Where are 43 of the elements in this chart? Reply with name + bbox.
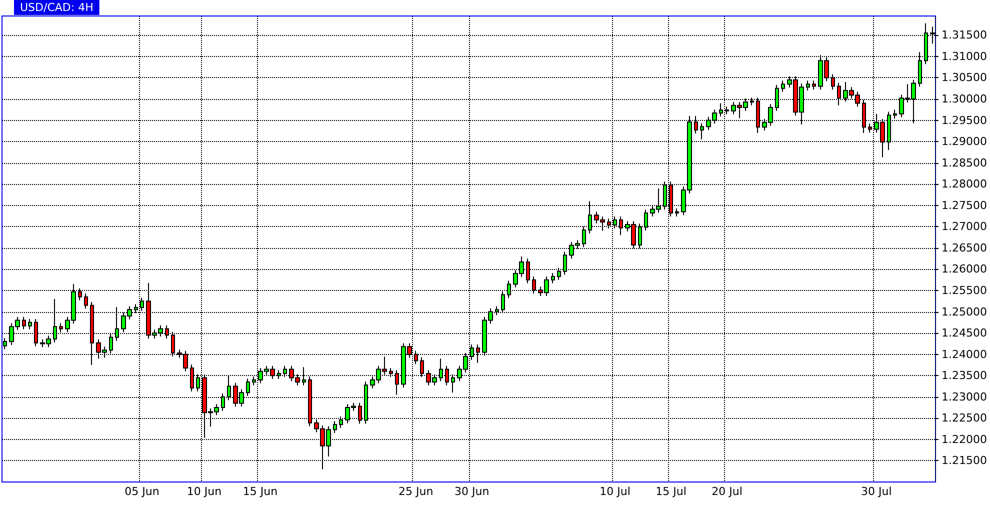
y-tick-label: 1.23500 xyxy=(942,369,988,382)
y-tick-label: 1.25000 xyxy=(942,305,988,318)
candlestick xyxy=(333,420,337,434)
x-tick-label: 30 Jul xyxy=(861,485,892,498)
candlestick xyxy=(28,318,32,330)
candlestick xyxy=(3,338,7,350)
candlestick xyxy=(84,292,88,310)
y-tick-label: 1.23000 xyxy=(942,390,988,404)
y-tick-label: 1.31000 xyxy=(942,50,988,63)
x-tick-label: 25 Jun xyxy=(398,485,434,498)
chart-title: USD/CAD: 4H xyxy=(20,1,94,14)
y-tick-label: 1.21500 xyxy=(942,454,988,468)
y-tick-label: 1.26500 xyxy=(942,241,988,254)
y-tick-label: 1.29000 xyxy=(942,135,988,148)
x-tick-label: 30 Jun xyxy=(454,485,490,498)
x-tick-label: 15 Jul xyxy=(656,485,686,498)
x-tick-label: 10 Jun xyxy=(186,485,222,498)
y-tick-label: 1.28500 xyxy=(942,156,988,170)
x-tick-label: 05 Jun xyxy=(124,485,160,498)
candlestick xyxy=(812,80,816,90)
y-tick-label: 1.25500 xyxy=(942,284,988,297)
y-tick-label: 1.24000 xyxy=(942,348,988,361)
candlestick xyxy=(246,378,250,397)
y-tick-label: 1.26000 xyxy=(942,262,988,276)
x-tick-label: 20 Jul xyxy=(712,485,742,498)
y-tick-label: 1.30000 xyxy=(942,92,988,106)
candlestick xyxy=(781,80,785,92)
y-tick-label: 1.22500 xyxy=(942,412,988,425)
y-tick-label: 1.27500 xyxy=(942,198,988,212)
candlestick xyxy=(806,80,810,91)
y-tick-label: 1.30500 xyxy=(942,71,988,84)
y-tick-label: 1.27000 xyxy=(942,220,988,234)
y-tick-label: 1.29500 xyxy=(942,114,988,127)
x-tick-label: 15 Jun xyxy=(242,485,278,498)
candlestick xyxy=(700,122,704,140)
x-tick-label: 10 Jul xyxy=(600,485,630,498)
candlestick xyxy=(22,316,26,330)
y-tick-label: 1.28000 xyxy=(942,178,988,191)
y-tick-label: 1.24500 xyxy=(942,326,988,340)
candlestick xyxy=(551,272,555,284)
y-tick-label: 1.22000 xyxy=(942,432,988,446)
y-tick-label: 1.31500 xyxy=(942,28,988,42)
candlestick xyxy=(675,208,679,217)
